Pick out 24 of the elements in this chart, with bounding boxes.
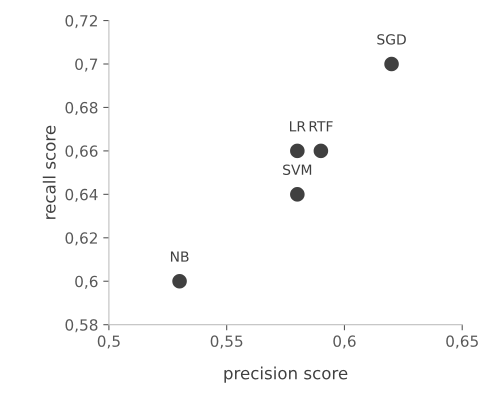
y-tick-label: 0,58: [65, 319, 98, 332]
point: [290, 187, 305, 202]
y-tick-label: 0,7: [75, 58, 98, 72]
y-tick-label: 0,64: [65, 188, 98, 202]
point: [290, 144, 305, 158]
x-tick-label: 0,6: [333, 335, 356, 348]
x-tick-label: 0,65: [446, 335, 478, 348]
x-tick-label: 0,5: [98, 335, 120, 348]
y-tick-label: 0,68: [65, 102, 98, 116]
point: [172, 274, 187, 289]
y-tick-label: 0,62: [65, 232, 97, 246]
point: [314, 144, 328, 158]
annotation: LR: [290, 121, 306, 132]
y-tick-label: 0,66: [65, 145, 98, 158]
annotation: NB: [170, 252, 189, 262]
annotation: SVM: [283, 164, 312, 175]
x-tick-label: 0,55: [210, 335, 242, 348]
point: [384, 56, 399, 72]
annotation: RTF: [310, 121, 333, 132]
y-axis-title: recall score: [42, 126, 56, 219]
x-axis-title: precision score: [224, 366, 348, 383]
annotation: SGD: [377, 34, 406, 45]
y-tick-label: 0,72: [65, 15, 97, 28]
y-tick-label: 0,6: [75, 276, 98, 289]
